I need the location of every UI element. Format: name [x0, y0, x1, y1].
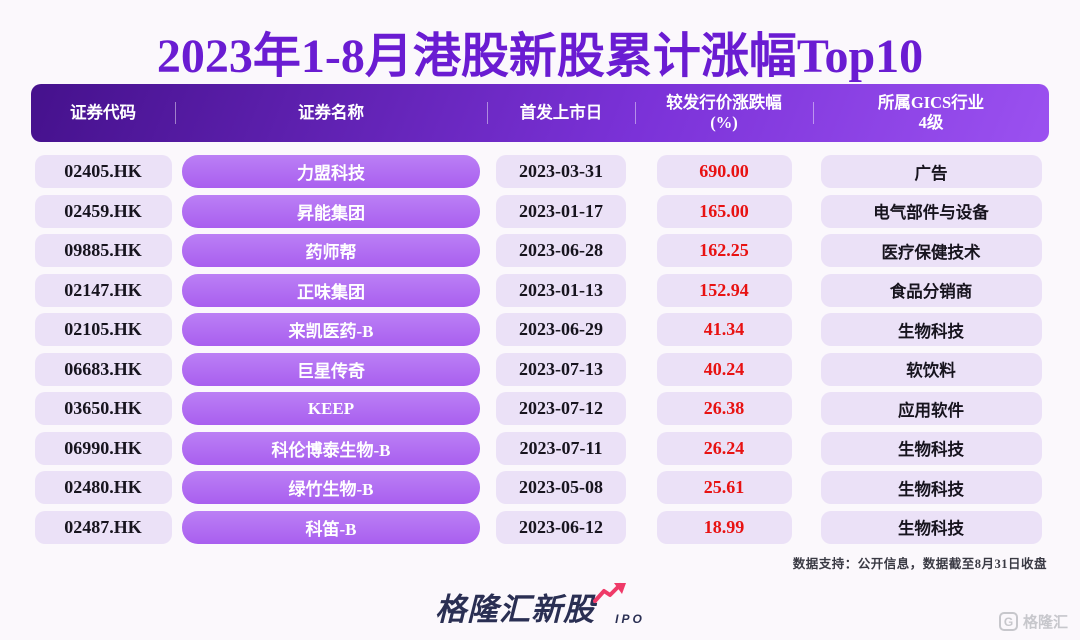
table-row: 02405.HK 力盟科技 2023-03-31 690.00 广告 [31, 155, 1049, 188]
stock-code-pill: 02105.HK [34, 313, 172, 346]
stock-name-pill: KEEP [182, 392, 480, 425]
data-source-note: 数据支持：公开信息，数据截至8月31日收盘 [792, 557, 1047, 571]
stock-code-pill: 06683.HK [34, 352, 172, 386]
gelonghui-ipo-logo: 格隆汇新股 IPO [0, 583, 1080, 629]
column-header-label: 证券名称 [298, 103, 364, 123]
change-percent-pill: 26.38 [656, 392, 792, 425]
column-header-date: 首发上市日 [487, 103, 635, 123]
gelonghui-watermark: G 格隆汇 [998, 611, 1068, 632]
change-percent-pill: 26.24 [656, 431, 792, 465]
industry-pill: 生物科技 [820, 471, 1042, 504]
brand-text: 格隆汇新股 [435, 592, 596, 627]
listing-date-pill: 2023-07-11 [496, 431, 626, 465]
listing-date-pill: 2023-01-17 [496, 194, 626, 228]
column-header-label: 所属GICS行业 [877, 93, 985, 113]
stock-code-pill: 03650.HK [34, 392, 172, 425]
stock-code-pill: 02405.HK [34, 155, 172, 188]
table-body: 02405.HK 力盟科技 2023-03-31 690.00 广告 02459… [31, 155, 1049, 544]
industry-pill: 食品分销商 [820, 273, 1042, 307]
column-header-name: 证券名称 [175, 103, 487, 123]
change-percent-pill: 162.25 [656, 234, 792, 267]
stock-name-pill: 药师帮 [182, 234, 480, 267]
top10-table: 证券代码 证券名称 首发上市日 较发行价涨跌幅 (%) 所属GICS行业 4级 02… [31, 84, 1049, 544]
stock-name-pill: 科伦博泰生物-B [182, 431, 480, 465]
stock-name-pill: 来凯医药-B [182, 313, 480, 346]
table-row: 02147.HK 正味集团 2023-01-13 152.94 食品分销商 [31, 273, 1049, 307]
industry-pill: 生物科技 [820, 510, 1042, 544]
column-header-industry: 所属GICS行业 4级 [813, 93, 1049, 133]
change-percent-pill: 690.00 [656, 155, 792, 188]
trend-arrow-icon [593, 583, 627, 603]
change-percent-pill: 18.99 [656, 510, 792, 544]
table-row: 06990.HK 科伦博泰生物-B 2023-07-11 26.24 生物科技 [31, 431, 1049, 465]
listing-date-pill: 2023-03-31 [496, 155, 626, 188]
table-row: 02480.HK 绿竹生物-B 2023-05-08 25.61 生物科技 [31, 471, 1049, 504]
change-percent-pill: 41.34 [656, 313, 792, 346]
listing-date-pill: 2023-06-28 [496, 234, 626, 267]
industry-pill: 广告 [820, 155, 1042, 188]
listing-date-pill: 2023-01-13 [496, 273, 626, 307]
industry-pill: 生物科技 [820, 431, 1042, 465]
industry-pill: 生物科技 [820, 313, 1042, 346]
stock-name-pill: 力盟科技 [182, 155, 480, 188]
column-header-code: 证券代码 [31, 103, 175, 123]
change-percent-pill: 40.24 [656, 352, 792, 386]
listing-date-pill: 2023-05-08 [496, 471, 626, 504]
table-row: 02459.HK 昇能集团 2023-01-17 165.00 电气部件与设备 [31, 194, 1049, 228]
stock-code-pill: 02487.HK [34, 510, 172, 544]
industry-pill: 电气部件与设备 [820, 194, 1042, 228]
listing-date-pill: 2023-07-12 [496, 392, 626, 425]
stock-code-pill: 02147.HK [34, 273, 172, 307]
column-header-label: 较发行价涨跌幅 [666, 93, 782, 113]
table-row: 03650.HK KEEP 2023-07-12 26.38 应用软件 [31, 392, 1049, 425]
listing-date-pill: 2023-07-13 [496, 352, 626, 386]
stock-name-pill: 绿竹生物-B [182, 471, 480, 504]
industry-pill: 医疗保健技术 [820, 234, 1042, 267]
table-row: 09885.HK 药师帮 2023-06-28 162.25 医疗保健技术 [31, 234, 1049, 267]
listing-date-pill: 2023-06-12 [496, 510, 626, 544]
industry-pill: 软饮料 [820, 352, 1042, 386]
stock-name-pill: 正味集团 [182, 273, 480, 307]
column-header-label: 首发上市日 [519, 103, 603, 123]
column-header-label-line2: (%) [710, 113, 738, 132]
column-header-change: 较发行价涨跌幅 (%) [635, 93, 813, 133]
table-header: 证券代码 证券名称 首发上市日 较发行价涨跌幅 (%) 所属GICS行业 4级 [31, 84, 1049, 142]
stock-code-pill: 06990.HK [34, 431, 172, 465]
change-percent-pill: 25.61 [656, 471, 792, 504]
industry-pill: 应用软件 [820, 392, 1042, 425]
stock-code-pill: 09885.HK [34, 234, 172, 267]
change-percent-pill: 152.94 [656, 273, 792, 307]
gelonghui-logo-icon: G [998, 612, 1018, 631]
stock-name-pill: 巨星传奇 [182, 352, 480, 386]
column-header-label: 证券代码 [70, 103, 136, 123]
brand-sub-text: IPO [615, 612, 645, 626]
stock-code-pill: 02480.HK [34, 471, 172, 504]
table-row: 02105.HK 来凯医药-B 2023-06-29 41.34 生物科技 [31, 313, 1049, 346]
listing-date-pill: 2023-06-29 [496, 313, 626, 346]
stock-name-pill: 昇能集团 [182, 194, 480, 228]
stock-code-pill: 02459.HK [34, 194, 172, 228]
change-percent-pill: 165.00 [656, 194, 792, 228]
page-title: 2023年1-8月港股新股累计涨幅Top10 [156, 30, 924, 83]
watermark-text: 格隆汇 [1022, 614, 1068, 631]
column-header-label-line2: 4级 [918, 113, 944, 132]
table-row: 06683.HK 巨星传奇 2023-07-13 40.24 软饮料 [31, 352, 1049, 386]
stock-name-pill: 科笛-B [182, 510, 480, 544]
table-row: 02487.HK 科笛-B 2023-06-12 18.99 生物科技 [31, 510, 1049, 544]
